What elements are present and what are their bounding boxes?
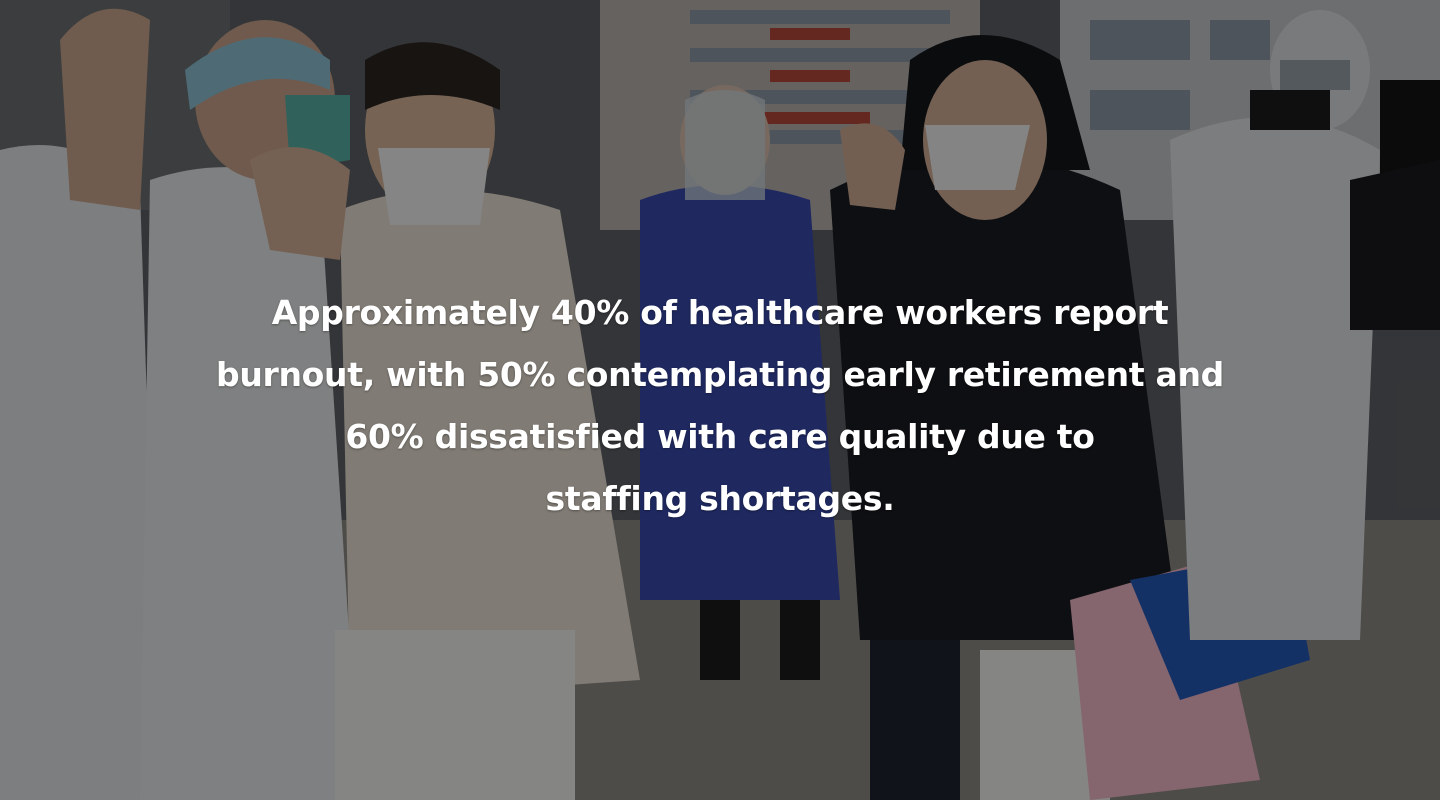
caption-line-3: 60% dissatisfied with care quality due t… (345, 417, 1095, 456)
woman-beige-coat (340, 190, 640, 700)
caption-line-1: Approximately 40% of healthcare workers … (271, 293, 1169, 332)
doctor-cap (185, 37, 330, 110)
man-mask (925, 125, 1030, 190)
boots-right (780, 600, 820, 680)
protective-suit (1170, 117, 1380, 641)
phone-camera (1250, 90, 1330, 130)
caption-line-2: burnout, with 50% contemplating early re… (216, 355, 1224, 394)
statistic-caption: Approximately 40% of healthcare workers … (120, 282, 1320, 530)
boots-left (700, 600, 740, 680)
face-shield (685, 90, 765, 200)
man-dark-jacket (830, 155, 1180, 640)
raised-hand-man (840, 123, 905, 210)
person-left-edge (0, 145, 160, 800)
caption-line-4: staffing shortages. (545, 479, 895, 518)
goggles (1280, 60, 1350, 90)
woman-mask (378, 148, 490, 225)
raised-hand-doctor (250, 147, 350, 260)
camera-operator (1350, 160, 1440, 330)
building-signs (760, 28, 870, 124)
woman-tote-bag (335, 630, 575, 800)
raised-hand-left (60, 8, 150, 210)
doctor-white-coat (140, 167, 360, 800)
woman-hair (365, 42, 500, 110)
man-trousers (870, 640, 960, 800)
blue-raincoat (640, 185, 840, 600)
